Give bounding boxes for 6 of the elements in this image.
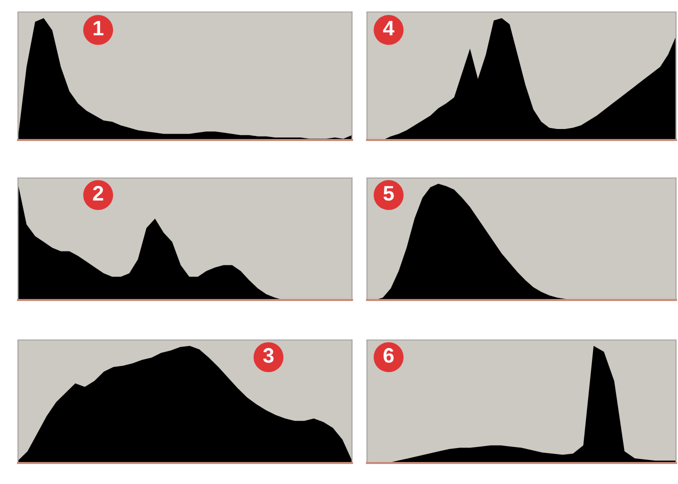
chart-title: 2 bbox=[93, 186, 104, 200]
chart-title: 1 bbox=[94, 20, 104, 36]
chart-title: 3 bbox=[263, 348, 274, 363]
chart-title: 4 bbox=[383, 20, 394, 36]
chart-title: 5 bbox=[383, 186, 394, 201]
chart-title: 6 bbox=[384, 348, 394, 363]
